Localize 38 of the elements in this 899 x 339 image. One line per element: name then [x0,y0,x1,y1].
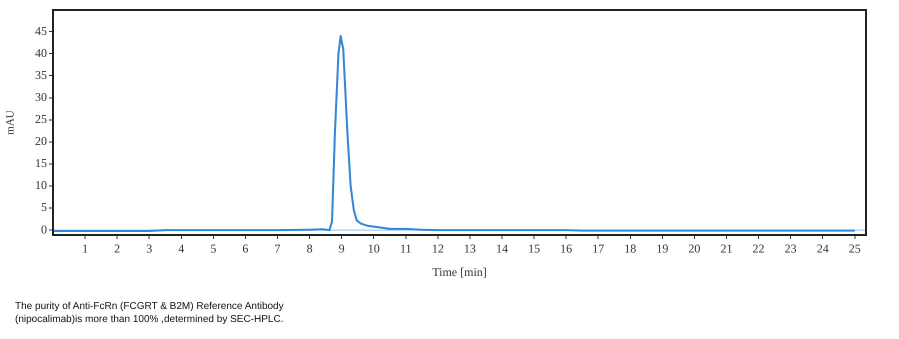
y-tick-label: 20 [35,134,47,148]
x-tick-label: 19 [656,241,668,256]
x-tick-label: 6 [242,241,248,256]
x-tick-label: 11 [400,241,412,256]
x-tick-label: 23 [784,241,797,256]
y-tick-label: 5 [41,200,47,214]
x-tick-label: 1 [82,241,88,256]
x-tick-label: 7 [274,241,280,256]
x-tick-label: 15 [528,241,540,256]
y-tick-label: 40 [35,46,47,60]
x-tick-label: 9 [338,241,345,256]
x-tick-label: 16 [560,241,572,256]
y-tick-label: 10 [35,178,47,192]
x-tick-label: 2 [114,241,120,256]
x-tick-label: 12 [432,241,444,256]
x-tick-label: 5 [210,241,216,256]
y-tick-label: 45 [35,24,47,38]
y-axis-title: mAU [4,110,16,135]
x-tick-label: 25 [848,241,861,256]
x-tick-label: 17 [592,241,604,256]
x-tick-label: 20 [688,241,700,256]
y-tick-label: 0 [41,222,47,236]
x-tick-label: 13 [464,241,476,256]
x-tick-label: 8 [306,241,313,256]
x-tick-label: 18 [624,241,636,256]
y-tick-label: 25 [35,112,47,126]
y-tick-label: 15 [35,156,47,170]
x-axis-title: Time [min] [432,264,487,279]
x-tick-label: 21 [720,241,732,256]
x-tick-label: 10 [368,241,380,256]
x-tick-label: 4 [178,241,184,256]
x-tick-label: 24 [816,241,829,256]
y-tick-label: 30 [35,90,47,104]
x-tick-label: 14 [496,241,508,256]
text: The purity of Anti-FcRn (FCGRT & B2M) Reference Antibody (nipocalimab)is more than 100% ,determined by SEC-HPLC. [15,300,285,326]
x-tick-label: 3 [146,241,152,256]
y-tick-label: 35 [35,68,47,82]
x-tick-label: 22 [752,241,765,256]
